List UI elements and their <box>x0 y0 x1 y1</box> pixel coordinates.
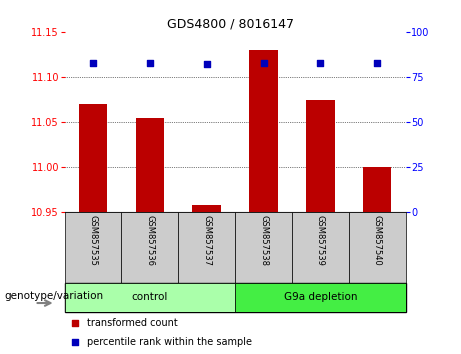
Bar <box>363 167 391 212</box>
Point <box>317 60 324 65</box>
Bar <box>65 283 235 312</box>
Text: GSM857540: GSM857540 <box>373 215 382 265</box>
Bar <box>193 205 221 212</box>
Point <box>71 339 78 345</box>
Text: GDS4800 / 8016147: GDS4800 / 8016147 <box>167 18 294 31</box>
Text: GSM857538: GSM857538 <box>259 215 268 266</box>
Text: genotype/variation: genotype/variation <box>5 291 104 301</box>
Bar <box>235 212 292 283</box>
Bar <box>349 212 406 283</box>
Point <box>260 60 267 65</box>
Text: GSM857539: GSM857539 <box>316 215 325 266</box>
Bar <box>65 212 121 283</box>
Bar <box>235 283 406 312</box>
Point <box>203 62 210 67</box>
Text: G9a depletion: G9a depletion <box>284 292 357 302</box>
Point <box>146 60 154 65</box>
Point <box>89 60 97 65</box>
Bar <box>292 212 349 283</box>
Text: transformed count: transformed count <box>87 318 177 329</box>
Bar <box>306 99 335 212</box>
Text: GSM857536: GSM857536 <box>145 215 154 266</box>
Bar <box>79 104 107 212</box>
Bar <box>121 212 178 283</box>
Text: GSM857535: GSM857535 <box>89 215 97 266</box>
Text: GSM857537: GSM857537 <box>202 215 211 266</box>
Point <box>71 321 78 326</box>
Text: percentile rank within the sample: percentile rank within the sample <box>87 337 252 347</box>
Point <box>373 60 381 65</box>
Bar <box>136 118 164 212</box>
Bar <box>178 212 235 283</box>
Bar <box>249 50 278 212</box>
Text: control: control <box>132 292 168 302</box>
